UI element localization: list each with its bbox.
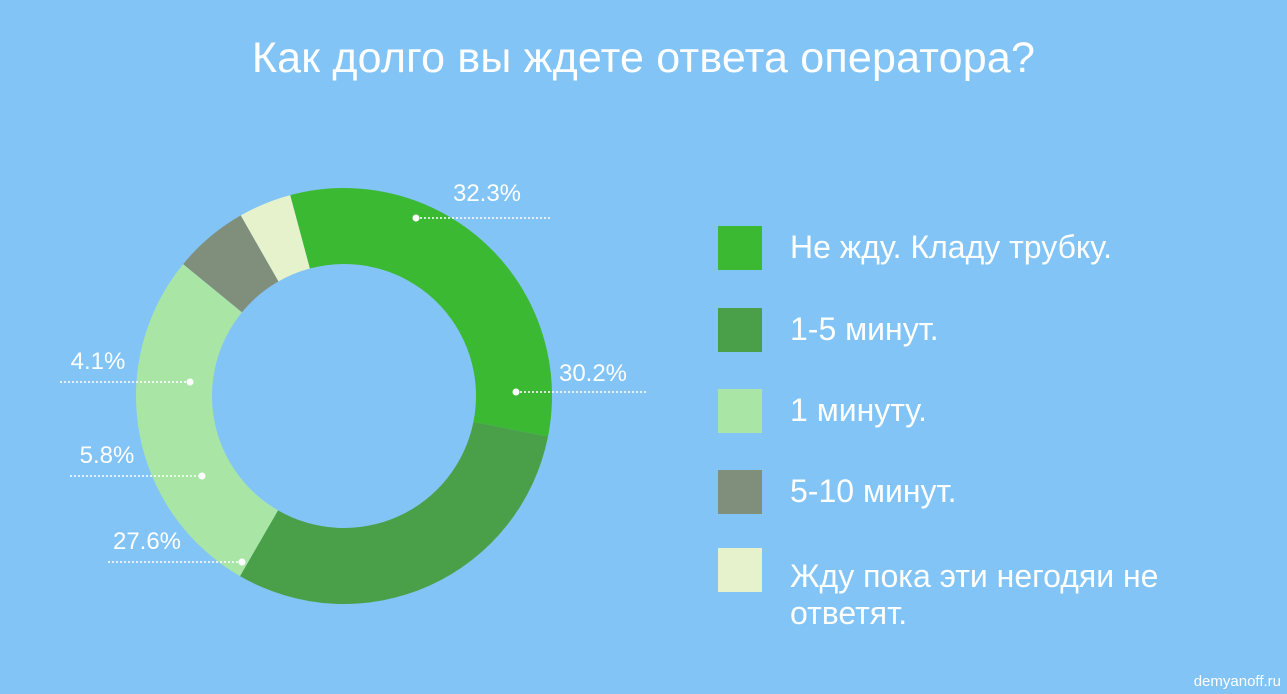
donut-slice (135, 264, 278, 577)
legend-label: 1-5 минут. (790, 311, 939, 347)
legend-swatch (718, 470, 762, 514)
legend-swatch (718, 548, 762, 592)
leader-dot (186, 378, 194, 386)
leader-dot (512, 388, 520, 396)
data-label: 32.3% (453, 180, 521, 207)
legend-label: 1 минуту. (790, 392, 927, 428)
data-label: 4.1% (71, 348, 126, 375)
data-label: 5.8% (80, 442, 135, 469)
donut-slice (290, 188, 552, 437)
leader-dot (238, 558, 246, 566)
legend-label: 5-10 минут. (790, 473, 957, 509)
donut-slice (240, 195, 310, 282)
watermark: demyanoff.ru (1193, 673, 1281, 690)
legend-swatch (718, 226, 762, 270)
data-label: 27.6% (113, 528, 181, 555)
leader-dot (412, 214, 420, 222)
leader-dot (198, 472, 206, 480)
chart-title: Как долго вы ждете ответа оператора? (251, 34, 1036, 82)
legend-label: Жду пока эти негодяи не ответят. (790, 558, 1159, 631)
legend-swatch (718, 389, 762, 433)
donut-slice (240, 421, 548, 604)
legend-swatch (718, 308, 762, 352)
legend-label: Не жду. Кладу трубку. (790, 229, 1112, 265)
data-label: 30.2% (559, 360, 627, 387)
donut-slice (183, 215, 279, 313)
